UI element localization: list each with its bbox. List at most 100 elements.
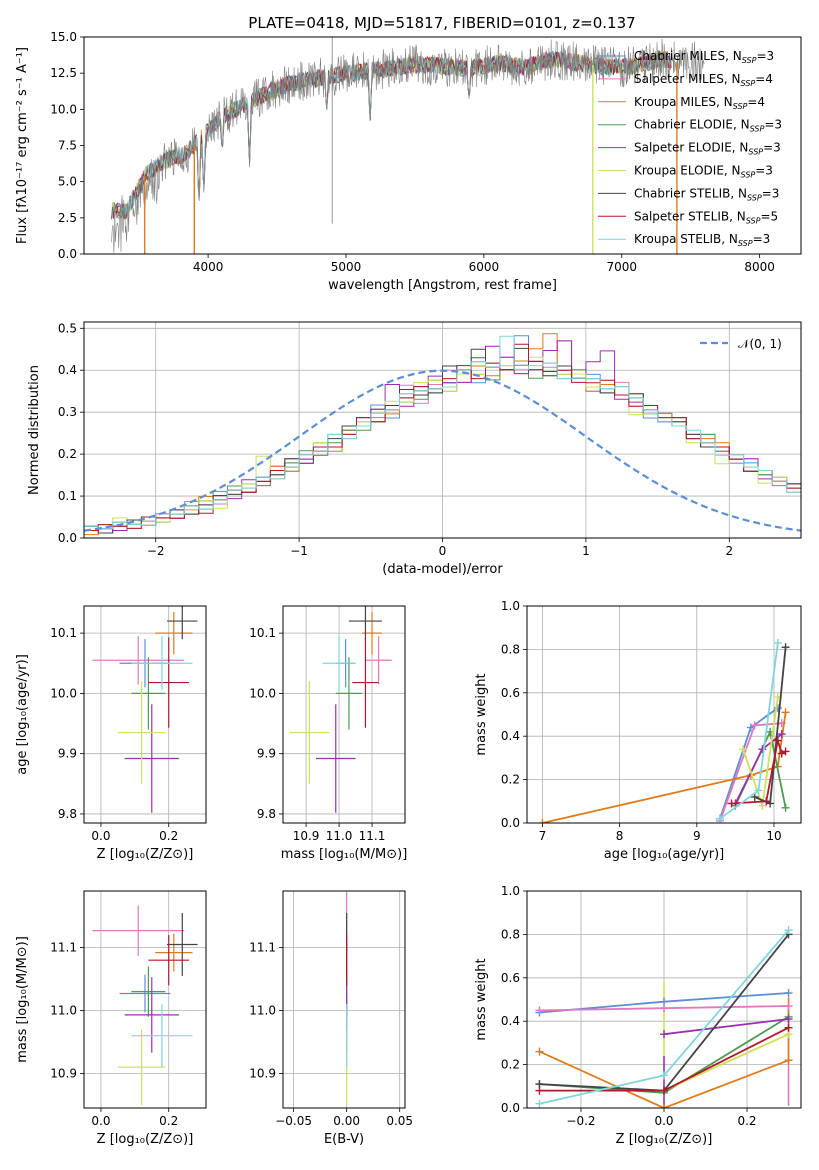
y-tick-label: 10.0 bbox=[249, 686, 276, 700]
plot-area bbox=[538, 638, 790, 823]
y-tick-label: 0.5 bbox=[58, 321, 77, 335]
x-tick-label: 5000 bbox=[331, 260, 362, 274]
mass-vs-metallicity-panel: 0.0 0.2 10.9 11.0 11.1 Z [log₁₀(Z/Z⊙)] mass [l… bbox=[15, 890, 207, 1147]
spectrum-panel: 4000 5000 6000 7000 8000 0.0 2.5 5.0 7.5 10.0 12.5… bbox=[15, 30, 802, 293]
weight-vs-metallicity-panel: −0.2 0.0 0.2 0.0 0.2 0.4 0.6 0.8 1.0 Z [log₁₀(Z/Z… bbox=[474, 884, 802, 1147]
x-tick-label: 11.0 bbox=[326, 829, 353, 843]
y-tick-label: 1.0 bbox=[501, 884, 520, 898]
plot-area bbox=[84, 333, 801, 536]
x-axis-label: age [log₁₀(age/yr)] bbox=[604, 847, 725, 862]
y-tick-label: 10.0 bbox=[50, 686, 77, 700]
histogram-step bbox=[84, 343, 801, 531]
weight-line bbox=[663, 1018, 789, 1036]
x-tick-label: 0.2 bbox=[159, 829, 178, 843]
x-tick-label: 7 bbox=[539, 829, 547, 843]
axes-frame bbox=[282, 605, 406, 824]
y-axis-label: mass weight bbox=[474, 958, 489, 1040]
spectrum-legend: Chabrier MILES, NSSP=3 Salpeter MILES, NS… bbox=[598, 49, 782, 248]
legend-entry: Kroupa ELODIE, NSSP=3 bbox=[634, 164, 773, 180]
x-tick-label: 10.9 bbox=[293, 829, 320, 843]
x-tick-label: 0.0 bbox=[91, 829, 110, 843]
x-tick-label: −0.2 bbox=[566, 1114, 595, 1128]
y-tick-label: 9.8 bbox=[58, 807, 77, 821]
y-tick-label: 0.2 bbox=[501, 1058, 520, 1072]
y-axis-label: mass weight bbox=[474, 673, 489, 755]
y-tick-label: 0.0 bbox=[501, 1101, 520, 1115]
age-vs-metallicity-panel: 0.0 0.2 9.8 9.9 10.0 10.1 Z [log₁₀(Z/Z⊙)] age [… bbox=[15, 605, 207, 862]
plot-area bbox=[92, 606, 198, 813]
y-tick-label: 9.9 bbox=[58, 747, 77, 761]
plot-area bbox=[289, 606, 392, 813]
weight-line bbox=[663, 1033, 789, 1092]
plot-area bbox=[535, 926, 793, 1108]
observed-spectrum-line bbox=[111, 38, 705, 253]
legend-entry: Chabrier ELODIE, NSSP=3 bbox=[634, 118, 782, 134]
y-tick-label: 1.0 bbox=[501, 599, 520, 613]
y-tick-label: 0.6 bbox=[501, 971, 520, 985]
axes-frame bbox=[83, 321, 802, 539]
x-axis-label: Z [log₁₀(Z/Z⊙)] bbox=[616, 1132, 713, 1147]
y-tick-label: 0.2 bbox=[501, 773, 520, 787]
y-tick-label: 0.6 bbox=[501, 686, 520, 700]
mass-vs-ebv-panel: −0.05 0.00 0.05 10.9 11.0 11.1 E(B-V) bbox=[249, 890, 413, 1147]
y-tick-label: 15.0 bbox=[50, 30, 77, 44]
x-axis-label: Z [log₁₀(Z/Z⊙)] bbox=[97, 1132, 194, 1147]
legend-entry: Kroupa MILES, NSSP=4 bbox=[634, 95, 765, 111]
axes-frame bbox=[83, 605, 207, 824]
y-tick-label: 12.5 bbox=[50, 66, 77, 80]
y-tick-label: 11.1 bbox=[50, 941, 77, 955]
y-tick-label: 0.4 bbox=[501, 729, 520, 743]
y-tick-label: 10.0 bbox=[50, 102, 77, 116]
weight-vs-age-panel: 7 8 9 10 0.0 0.2 0.4 0.6 0.8 1.0 age [log₁₀(age/yr… bbox=[474, 599, 802, 862]
legend-entry: Chabrier MILES, NSSP=3 bbox=[634, 49, 774, 65]
histogram-step bbox=[84, 340, 801, 531]
plot-area bbox=[111, 37, 705, 254]
x-tick-label: −1 bbox=[290, 544, 308, 558]
figure-title: PLATE=0418, MJD=51817, FIBERID=0101, z=0… bbox=[248, 14, 635, 32]
y-tick-label: 7.5 bbox=[58, 139, 77, 153]
x-tick-label: 7000 bbox=[606, 260, 637, 274]
x-tick-label: 0.00 bbox=[333, 1114, 360, 1128]
x-tick-label: 8 bbox=[616, 829, 624, 843]
y-tick-label: 11.0 bbox=[249, 1004, 276, 1018]
x-axis-label: mass [log₁₀(M/M⊙)] bbox=[281, 847, 408, 862]
y-tick-label: 0.0 bbox=[58, 247, 77, 261]
y-tick-label: 0.8 bbox=[501, 927, 520, 941]
x-axis-label: E(B-V) bbox=[324, 1132, 364, 1147]
plot-area bbox=[346, 892, 348, 1105]
gaussian-curve bbox=[84, 369, 801, 532]
axes-frame bbox=[83, 36, 802, 255]
x-axis-label: wavelength [Angstrom, rest frame] bbox=[328, 278, 557, 293]
x-tick-label: 4000 bbox=[193, 260, 224, 274]
x-tick-label: 9 bbox=[693, 829, 701, 843]
x-tick-label: 11.1 bbox=[359, 829, 386, 843]
axes-frame bbox=[83, 890, 207, 1109]
y-tick-label: 0.4 bbox=[501, 1014, 520, 1028]
y-tick-label: 10.9 bbox=[249, 1066, 276, 1080]
x-tick-label: 0.2 bbox=[737, 1114, 756, 1128]
weight-line bbox=[539, 1050, 789, 1108]
y-tick-label: 0.2 bbox=[58, 447, 77, 461]
y-tick-label: 0.1 bbox=[58, 489, 77, 503]
y-tick-label: 2.5 bbox=[58, 211, 77, 225]
y-axis-label: Normed distribution bbox=[27, 365, 42, 495]
x-tick-label: 0 bbox=[439, 544, 447, 558]
legend-entry: Kroupa STELIB, NSSP=3 bbox=[634, 232, 770, 248]
x-tick-label: 0.0 bbox=[654, 1114, 673, 1128]
histogram-step bbox=[84, 335, 801, 530]
y-tick-label: 11.0 bbox=[50, 1004, 77, 1018]
age-vs-mass-panel: 10.9 11.0 11.1 9.8 9.9 10.0 10.1 mass [log₁₀(M/… bbox=[249, 605, 408, 862]
y-tick-label: 0.3 bbox=[58, 405, 77, 419]
residual-histogram-panel: −2 −1 0 1 2 0.0 0.1 0.2 0.3 0.4 0.5 (data-model)/er… bbox=[27, 321, 802, 577]
y-axis-label: Flux [fλ10⁻¹⁷ erg cm⁻² s⁻¹ A⁻¹] bbox=[15, 47, 30, 244]
legend-entry: Salpeter ELODIE, NSSP=3 bbox=[634, 141, 781, 157]
y-tick-label: 10.1 bbox=[249, 626, 276, 640]
y-tick-label: 0.0 bbox=[501, 816, 520, 830]
x-tick-label: 10 bbox=[766, 829, 781, 843]
x-tick-label: 0.0 bbox=[91, 1114, 110, 1128]
x-tick-label: 2 bbox=[725, 544, 733, 558]
x-tick-label: 0.2 bbox=[159, 1114, 178, 1128]
plot-area bbox=[92, 905, 198, 1105]
legend-entry: Salpeter MILES, NSSP=4 bbox=[634, 72, 773, 88]
